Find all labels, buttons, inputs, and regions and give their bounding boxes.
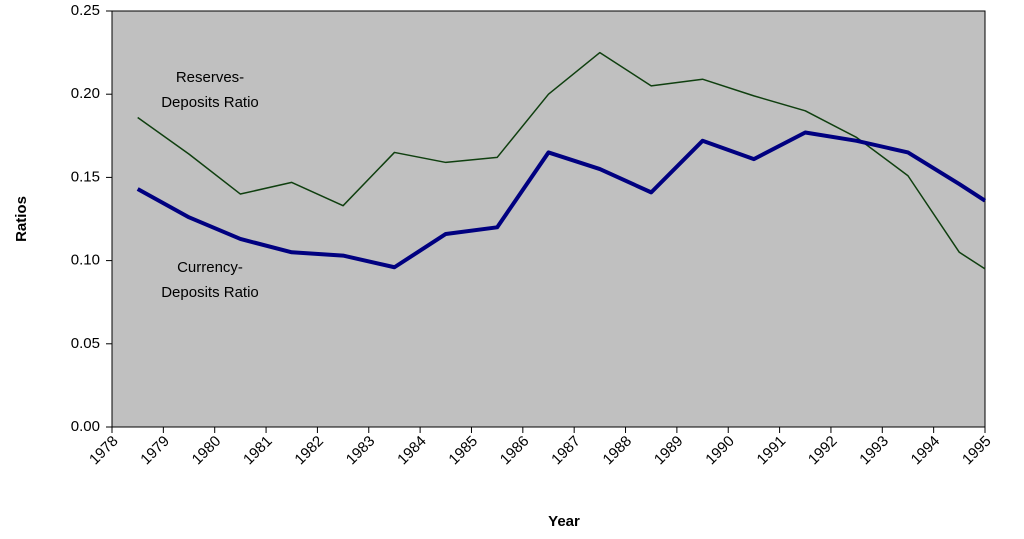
x-tick-label: 1992 bbox=[805, 433, 841, 469]
x-tick-label: 1986 bbox=[497, 433, 533, 469]
x-tick-label: 1993 bbox=[856, 433, 892, 469]
x-tick-label: 1987 bbox=[548, 433, 584, 469]
x-tick-label: 1984 bbox=[394, 433, 430, 469]
x-tick-label: 1980 bbox=[189, 433, 225, 469]
annotation: Currency- bbox=[177, 259, 243, 276]
y-tick-label: 0.20 bbox=[71, 85, 100, 102]
y-tick-label: 0.25 bbox=[71, 2, 100, 19]
x-tick-label: 1994 bbox=[908, 433, 944, 469]
annotation: Reserves- bbox=[176, 69, 244, 86]
x-tick-label: 1988 bbox=[600, 433, 636, 469]
y-tick-label: 0.00 bbox=[71, 418, 100, 435]
annotation: Deposits Ratio bbox=[161, 284, 259, 301]
y-tick-label: 0.15 bbox=[71, 168, 100, 185]
x-tick-label: 1985 bbox=[445, 433, 481, 469]
x-tick-label: 1983 bbox=[343, 433, 379, 469]
x-tick-label: 1991 bbox=[754, 433, 790, 469]
x-tick-label: 1989 bbox=[651, 433, 687, 469]
annotation: Deposits Ratio bbox=[161, 94, 259, 111]
plot-area bbox=[111, 10, 986, 428]
y-tick-label: 0.05 bbox=[71, 335, 100, 352]
y-axis-title: Ratios bbox=[13, 196, 30, 242]
x-tick-label: 1990 bbox=[702, 433, 738, 469]
x-tick-label: 1979 bbox=[137, 433, 173, 469]
x-axis-title: Year bbox=[548, 513, 580, 530]
x-tick-label: 1995 bbox=[959, 433, 995, 469]
x-tick-label: 1982 bbox=[291, 433, 327, 469]
x-tick-label: 1981 bbox=[240, 433, 276, 469]
y-tick-label: 0.10 bbox=[71, 252, 100, 269]
x-tick-label: 1978 bbox=[86, 433, 122, 469]
series-line bbox=[136, 130, 987, 270]
